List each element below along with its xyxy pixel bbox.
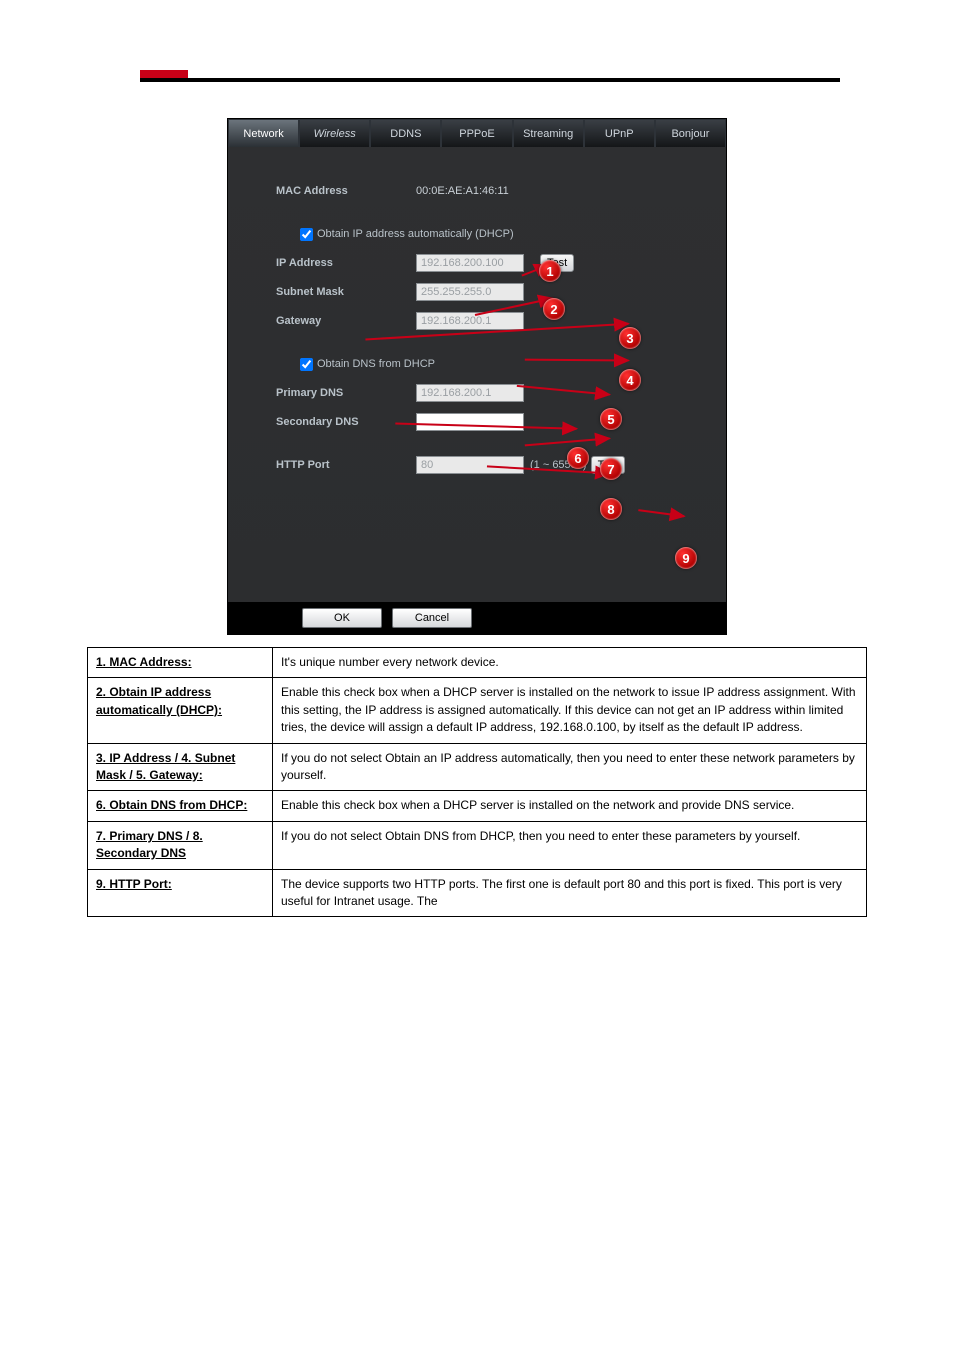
desc-value: The device supports two HTTP ports. The … (273, 869, 867, 917)
button-bar: OK Cancel (228, 602, 726, 634)
gateway-label: Gateway (276, 315, 416, 327)
tab-ddns[interactable]: DDNS (370, 119, 441, 147)
http-port-input[interactable] (416, 456, 524, 474)
tab-wireless[interactable]: Wireless (299, 119, 370, 147)
network-settings-panel: NetworkWirelessDDNSPPPoEStreamingUPnPBon… (227, 118, 727, 635)
ok-button[interactable]: OK (302, 608, 382, 628)
desc-value: If you do not select Obtain an IP addres… (273, 743, 867, 791)
desc-key: 6. Obtain DNS from DHCP: (88, 791, 273, 821)
tab-bar: NetworkWirelessDDNSPPPoEStreamingUPnPBon… (228, 119, 726, 147)
obtain-dns-dhcp-checkbox[interactable] (300, 358, 313, 371)
tab-bonjour[interactable]: Bonjour (655, 119, 726, 147)
callout-3: 3 (619, 327, 641, 349)
callout-5: 5 (600, 408, 622, 430)
desc-key: 3. IP Address / 4. Subnet Mask / 5. Gate… (88, 743, 273, 791)
secondary-dns-label: Secondary DNS (276, 416, 416, 428)
callout-4: 4 (619, 369, 641, 391)
callout-7: 7 (600, 458, 622, 480)
callout-6: 6 (567, 447, 589, 469)
desc-key: 7. Primary DNS / 8. Secondary DNS (88, 821, 273, 869)
callout-1: 1 (539, 260, 561, 282)
field-description-table: 1. MAC Address:It's unique number every … (87, 647, 867, 917)
subnet-mask-input[interactable] (416, 283, 524, 301)
desc-value: Enable this check box when a DHCP server… (273, 678, 867, 743)
subnet-mask-label: Subnet Mask (276, 286, 416, 298)
obtain-ip-dhcp-label: Obtain IP address automatically (DHCP) (317, 228, 514, 240)
tab-network[interactable]: Network (228, 119, 299, 147)
ip-address-input[interactable] (416, 254, 524, 272)
mac-address-value: 00:0E:AE:A1:46:11 (416, 185, 509, 197)
gateway-input[interactable] (416, 312, 524, 330)
tab-pppoe[interactable]: PPPoE (441, 119, 512, 147)
desc-key: 9. HTTP Port: (88, 869, 273, 917)
cancel-button[interactable]: Cancel (392, 608, 472, 628)
desc-value: If you do not select Obtain DNS from DHC… (273, 821, 867, 869)
obtain-ip-dhcp-checkbox[interactable] (300, 228, 313, 241)
tab-streaming[interactable]: Streaming (513, 119, 584, 147)
panel-body: MAC Address 00:0E:AE:A1:46:11 Obtain IP … (228, 147, 726, 602)
secondary-dns-input[interactable] (416, 413, 524, 431)
mac-address-label: MAC Address (276, 185, 416, 197)
tab-upnp[interactable]: UPnP (584, 119, 655, 147)
callout-2: 2 (543, 298, 565, 320)
callout-9: 9 (675, 547, 697, 569)
desc-value: Enable this check box when a DHCP server… (273, 791, 867, 821)
http-port-label: HTTP Port (276, 459, 416, 471)
desc-key: 1. MAC Address: (88, 648, 273, 678)
desc-key: 2. Obtain IP address automatically (DHCP… (88, 678, 273, 743)
obtain-dns-dhcp-label: Obtain DNS from DHCP (317, 358, 435, 370)
primary-dns-input[interactable] (416, 384, 524, 402)
ip-address-label: IP Address (276, 257, 416, 269)
page-red-underline (0, 0, 954, 78)
callout-8: 8 (600, 498, 622, 520)
primary-dns-label: Primary DNS (276, 387, 416, 399)
desc-value: It's unique number every network device. (273, 648, 867, 678)
